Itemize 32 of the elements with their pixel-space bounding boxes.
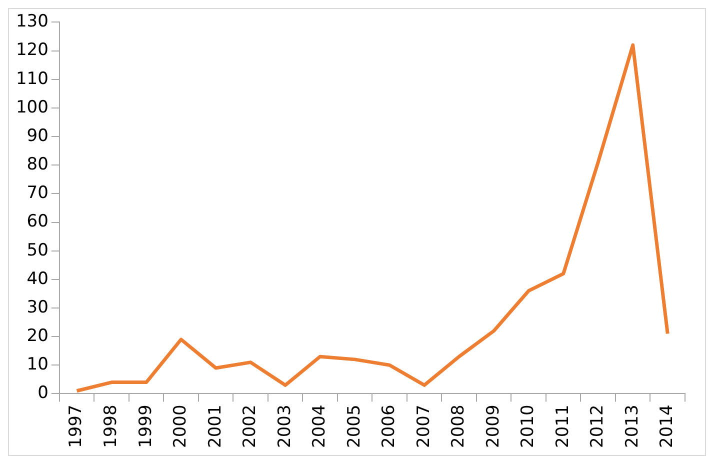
y-tick-label: 70 (26, 183, 48, 204)
x-tick-label: 2009 (483, 404, 504, 448)
x-tick-label: 2002 (240, 404, 260, 448)
x-tick-label: 1998 (101, 404, 121, 448)
y-tick-label: 20 (26, 326, 48, 346)
x-tick-label: 2001 (205, 404, 226, 448)
y-tick-label: 30 (26, 297, 48, 318)
y-tick-label: 110 (16, 68, 48, 89)
x-tick-label: 1997 (66, 404, 86, 448)
y-tick-label: 130 (16, 12, 48, 32)
x-tick-label: 2004 (310, 404, 330, 448)
x-tick-label: 2011 (552, 404, 573, 448)
x-tick-label: 2010 (518, 404, 538, 448)
y-tick-label: 0 (38, 383, 48, 404)
y-tick-label: 10 (26, 354, 48, 375)
y-tick-label: 60 (26, 212, 48, 232)
x-tick-label: 2003 (274, 404, 295, 448)
x-tick-label: 2012 (588, 404, 608, 448)
y-tick-label: 80 (26, 154, 48, 175)
y-tick-label: 50 (26, 240, 48, 260)
y-tick-label: 120 (16, 40, 48, 60)
y-tick-label: 40 (26, 268, 48, 289)
x-tick-label: 2005 (344, 404, 364, 448)
x-tick-label: 2007 (414, 404, 434, 448)
y-tick-label: 90 (26, 126, 48, 146)
y-tick-label: 100 (16, 97, 48, 118)
x-tick-label: 2013 (622, 404, 642, 448)
x-tick-label: 2008 (448, 404, 469, 448)
x-tick-label: 2000 (170, 404, 191, 448)
x-tick-label: 1999 (136, 404, 156, 448)
x-tick-label: 2014 (657, 404, 678, 448)
x-tick-label: 2006 (379, 404, 400, 448)
